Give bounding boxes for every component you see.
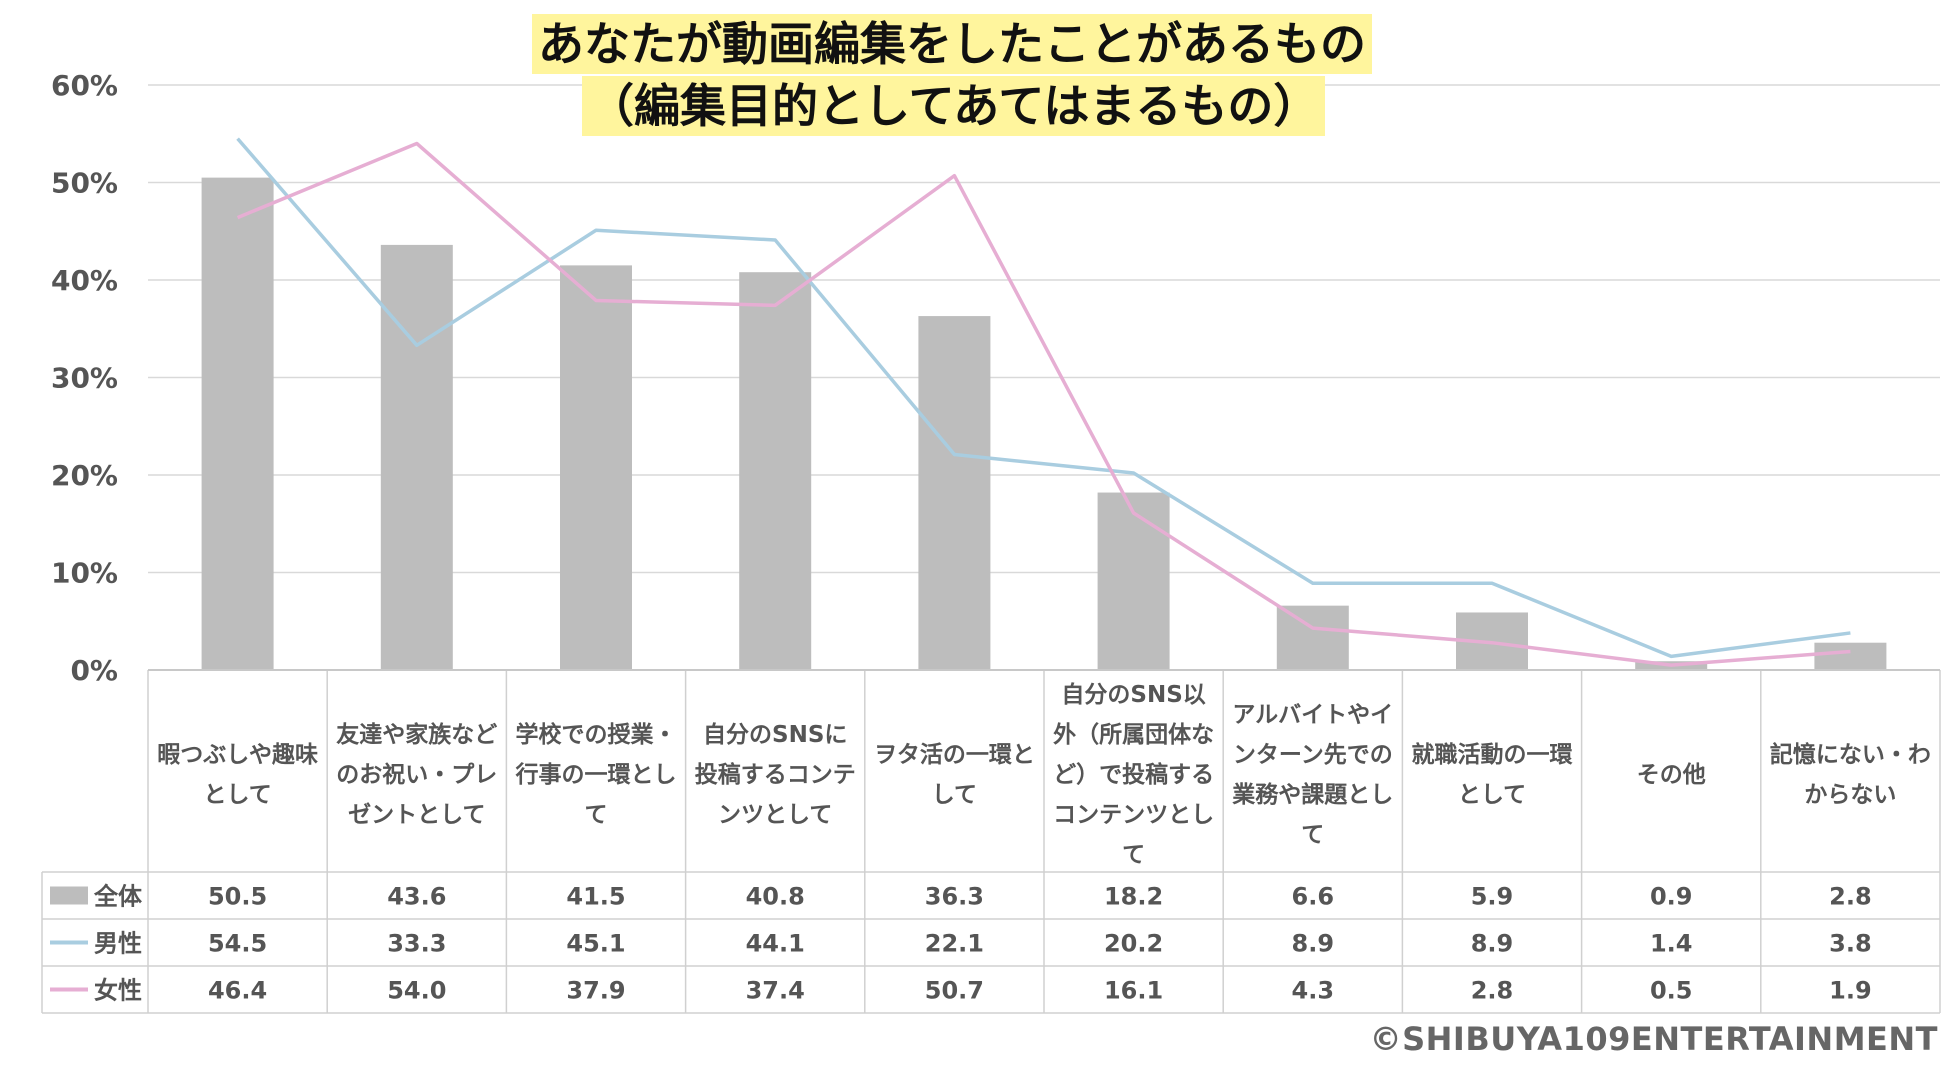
- table-value-男性: 8.9: [1471, 930, 1514, 958]
- y-tick-label: 30%: [51, 362, 118, 395]
- table-value-女性: 50.7: [925, 977, 984, 1005]
- category-label: コンテンツとし: [1053, 802, 1214, 828]
- table-value-男性: 45.1: [566, 930, 625, 958]
- category-label: して: [932, 782, 977, 808]
- table-value-男性: 22.1: [925, 930, 984, 958]
- bar-全体: [201, 177, 274, 670]
- copyright-text: ©SHIBUYA109ENTERTAINMENT: [1369, 1020, 1938, 1058]
- bar-全体: [380, 244, 453, 670]
- table-value-女性: 1.9: [1829, 977, 1872, 1005]
- table-value-女性: 4.3: [1292, 977, 1335, 1005]
- category-label: ンツとして: [718, 802, 832, 828]
- category-label: て: [1122, 842, 1145, 868]
- legend-label-全体: 全体: [93, 883, 143, 911]
- line-女性: [236, 141, 1851, 667]
- table-value-全体: 50.5: [208, 883, 267, 911]
- y-tick-label: 40%: [51, 264, 118, 297]
- category-label: 自分のSNSに: [703, 721, 847, 748]
- table-value-男性: 44.1: [746, 930, 805, 958]
- category-label: 友達や家族など: [336, 721, 497, 748]
- table-value-全体: 36.3: [925, 883, 984, 911]
- table-value-女性: 54.0: [387, 977, 446, 1005]
- table-value-女性: 37.4: [746, 977, 805, 1005]
- category-label: ゼントとして: [348, 802, 485, 828]
- y-tick-label: 0%: [70, 654, 118, 687]
- table-value-男性: 8.9: [1292, 930, 1335, 958]
- category-label: ど）で投稿する: [1053, 761, 1214, 788]
- category-label: 業務や課題とし: [1231, 781, 1393, 808]
- category-label: 自分のSNS以: [1061, 681, 1205, 708]
- category-label: て: [585, 802, 608, 828]
- y-tick-label: 60%: [51, 69, 118, 102]
- table-value-全体: 43.6: [387, 883, 446, 911]
- category-label: 行事の一環とし: [515, 761, 677, 788]
- category-label: ヲタ活の一環と: [874, 742, 1035, 768]
- legend-label-男性: 男性: [94, 930, 142, 958]
- legend-key-全体: [50, 886, 88, 905]
- category-label: アルバイトやイ: [1232, 702, 1393, 728]
- table-value-女性: 16.1: [1104, 977, 1163, 1005]
- category-label: て: [1301, 822, 1324, 848]
- legend-label-女性: 女性: [94, 977, 142, 1005]
- category-label: その他: [1637, 762, 1706, 788]
- bar-全体: [739, 272, 812, 670]
- table-value-女性: 46.4: [208, 977, 267, 1005]
- category-label: 投稿するコンテ: [695, 761, 856, 788]
- category-label: として: [1458, 782, 1526, 808]
- category-label: のお祝い・プレ: [336, 761, 497, 788]
- category-label: 学校での授業・: [516, 721, 677, 748]
- category-label: 就職活動の一環: [1412, 741, 1574, 768]
- table-value-男性: 54.5: [208, 930, 267, 958]
- table-value-男性: 33.3: [387, 930, 446, 958]
- line-男性: [236, 137, 1851, 659]
- y-tick-label: 50%: [51, 167, 118, 200]
- table-value-全体: 41.5: [566, 883, 625, 911]
- category-label: 暇つぶしや趣味: [157, 742, 318, 768]
- table-value-全体: 40.8: [746, 883, 805, 911]
- chart-title-line-2: （編集目的としてあてはまるもの）: [582, 76, 1326, 136]
- bar-全体: [560, 265, 632, 670]
- bar-全体: [1814, 642, 1887, 670]
- table-value-全体: 2.8: [1829, 883, 1872, 911]
- category-label: からない: [1804, 782, 1896, 808]
- table-value-男性: 1.4: [1650, 930, 1693, 958]
- table-value-男性: 20.2: [1104, 930, 1163, 958]
- y-tick-label: 10%: [51, 557, 118, 590]
- bar-全体: [1097, 492, 1170, 670]
- chart-title-line-1: あなたが動画編集をしたことがあるもの: [532, 14, 1372, 74]
- category-label: 外（所属団体な: [1053, 721, 1214, 748]
- table-value-女性: 0.5: [1650, 977, 1693, 1005]
- table-value-全体: 18.2: [1104, 883, 1163, 911]
- category-label: として: [203, 782, 271, 808]
- category-label: 記憶にない・わ: [1770, 741, 1931, 768]
- table-value-全体: 5.9: [1471, 883, 1514, 911]
- table-value-女性: 37.9: [566, 977, 625, 1005]
- table-value-男性: 3.8: [1829, 930, 1872, 958]
- table-value-全体: 0.9: [1650, 883, 1693, 911]
- y-tick-label: 20%: [51, 459, 118, 492]
- bar-全体: [918, 316, 991, 670]
- category-label: ンターン先での: [1233, 742, 1393, 768]
- bar-全体: [1276, 605, 1349, 670]
- table-value-全体: 6.6: [1292, 883, 1335, 911]
- table-value-女性: 2.8: [1471, 977, 1514, 1005]
